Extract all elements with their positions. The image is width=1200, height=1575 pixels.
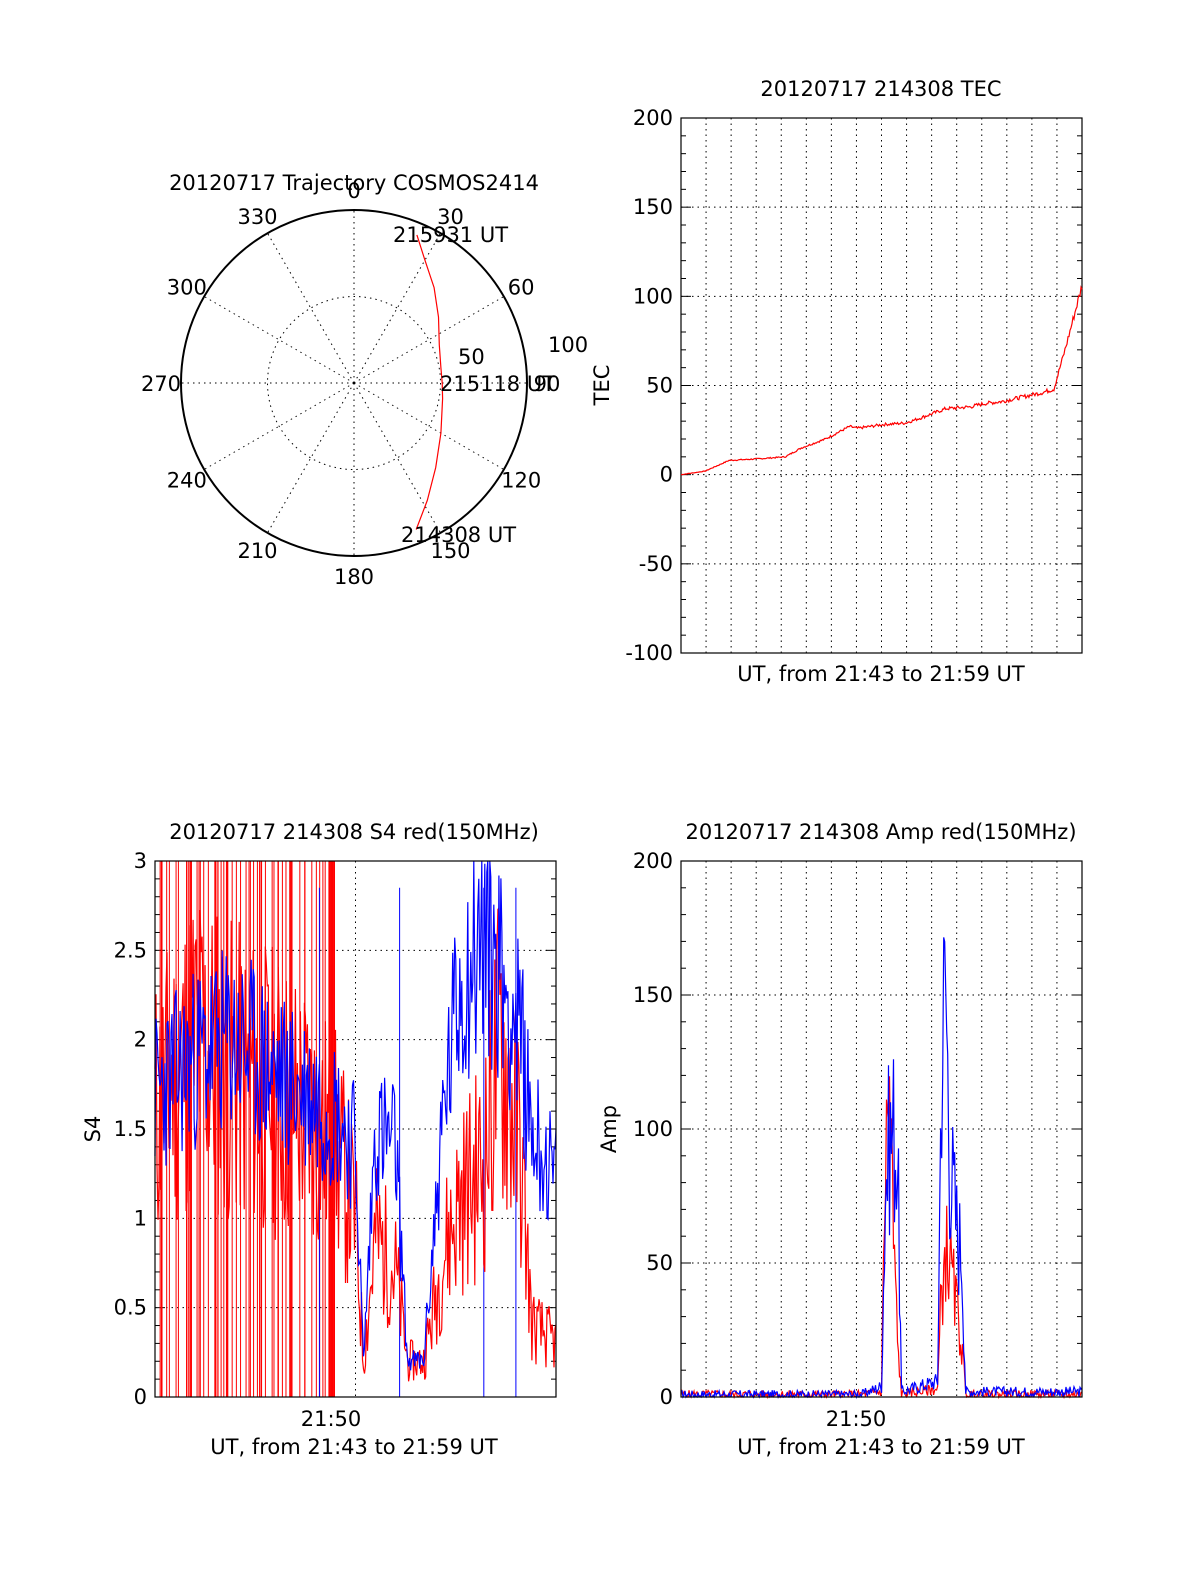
- y-tick-label: 1: [134, 1206, 147, 1230]
- polar-angle-label: 30: [437, 205, 464, 229]
- tec-panel: 20120717 214308 TEC 200150100500-50-100 …: [590, 77, 1083, 686]
- y-tick-label: 2.5: [114, 938, 147, 962]
- y-tick-label: -100: [625, 641, 673, 665]
- amp-y-tick-labels: 200 150 100 50 0: [633, 849, 673, 1409]
- polar-angle-label: 90: [534, 372, 561, 396]
- polar-spoke: [267, 382, 355, 534]
- radial-label-100: 100: [548, 333, 588, 357]
- amp-panel: 20120717 214308 Amp red(150MHz) 200 150 10…: [597, 820, 1083, 1459]
- tec-x-axis-label: UT, from 21:43 to 21:59 UT: [737, 662, 1025, 686]
- tec-y-tick-labels: 200 150 100 50 0 -50 -100: [625, 106, 673, 665]
- amp-x-tick-2150: 21:50: [826, 1407, 887, 1431]
- s4-blue-series: [154, 860, 557, 1371]
- tec-y-axis-label: TEC: [590, 365, 614, 407]
- amp-y-axis-label: Amp: [597, 1105, 621, 1153]
- y-tick-label: -50: [639, 552, 673, 576]
- polar-angle-label: 300: [167, 276, 207, 300]
- s4-y-axis-label: S4: [81, 1116, 105, 1143]
- polar-angle-label: 330: [237, 205, 277, 229]
- trajectory-annotation-mid: 215118 UT: [440, 372, 555, 396]
- amp-blue-series: [680, 937, 1083, 1400]
- y-tick-label: 0: [134, 1385, 147, 1409]
- polar-angle-label: 210: [237, 539, 277, 563]
- polar-angle-label: 0: [347, 179, 360, 203]
- radial-label-50: 50: [458, 345, 485, 369]
- s4-y-tick-labels: 3 2.5 2 1.5 1 0.5 0: [114, 849, 147, 1409]
- amp-x-axis-label: UT, from 21:43 to 21:59 UT: [737, 1435, 1025, 1459]
- polar-grid: [181, 210, 527, 556]
- tec-grid: [681, 117, 1082, 654]
- polar-spoke: [267, 232, 355, 384]
- trajectory-annotation-end: 215931 UT: [393, 223, 508, 247]
- y-tick-label: 2: [134, 1028, 147, 1052]
- polar-angle-label: 270: [141, 372, 181, 396]
- y-tick-label: 150: [633, 195, 673, 219]
- y-tick-label: 100: [633, 1117, 673, 1141]
- polar-outer-ring: [180, 209, 528, 557]
- tec-series-line: [680, 285, 1083, 476]
- polar-spoke: [203, 382, 355, 470]
- y-tick-label: 3: [134, 849, 147, 873]
- y-tick-label: 150: [633, 983, 673, 1007]
- polar-angle-label: 180: [334, 565, 374, 589]
- s4-x-tick-2150: 21:50: [301, 1407, 362, 1431]
- y-tick-label: 1.5: [114, 1117, 147, 1141]
- s4-x-axis-label: UT, from 21:43 to 21:59 UT: [210, 1435, 498, 1459]
- polar-angle-label: 60: [508, 276, 535, 300]
- s4-title: 20120717 214308 S4 red(150MHz): [169, 820, 539, 844]
- polar-spoke: [353, 296, 505, 384]
- s4-grid: [155, 860, 556, 1398]
- polar-spoke: [203, 296, 355, 384]
- trajectory-line: [415, 234, 444, 530]
- polar-angle-label: 120: [501, 469, 541, 493]
- amp-plot-frame: [680, 860, 1083, 1398]
- y-tick-label: 100: [633, 284, 673, 308]
- s4-plot-frame: [154, 860, 557, 1398]
- trajectory-annotation-start: 214308 UT: [401, 523, 516, 547]
- y-tick-label: 0.5: [114, 1296, 147, 1320]
- amp-red-series: [680, 1076, 1083, 1400]
- polar-grid-circle-50: [267, 296, 441, 470]
- y-tick-label: 0: [660, 1385, 673, 1409]
- y-tick-label: 200: [633, 106, 673, 130]
- y-tick-label: 200: [633, 849, 673, 873]
- amp-title: 20120717 214308 Amp red(150MHz): [685, 820, 1076, 844]
- trajectory-panel: 20120717 Trajectory COSMOS2414 0 30 60 90 12…: [141, 171, 588, 589]
- tec-title: 20120717 214308 TEC: [760, 77, 1001, 101]
- y-tick-label: 50: [646, 1251, 673, 1275]
- polar-spoke: [353, 382, 505, 470]
- s4-panel: 20120717 214308 S4 red(150MHz) 3 2.5 2 1.5 1…: [81, 820, 557, 1459]
- polar-angle-label: 240: [167, 469, 207, 493]
- trajectory-title: 20120717 Trajectory COSMOS2414: [169, 171, 539, 195]
- amp-grid: [681, 860, 1082, 1398]
- polar-spoke: [353, 232, 441, 384]
- y-tick-label: 50: [646, 374, 673, 398]
- polar-spoke: [353, 382, 441, 534]
- polar-angle-label: 150: [430, 539, 470, 563]
- polar-angle-ticks: 0 30 60 90 120 150 180 210 240 270 300 330: [141, 179, 560, 589]
- y-tick-label: 0: [660, 463, 673, 487]
- tec-plot-frame: [680, 117, 1083, 654]
